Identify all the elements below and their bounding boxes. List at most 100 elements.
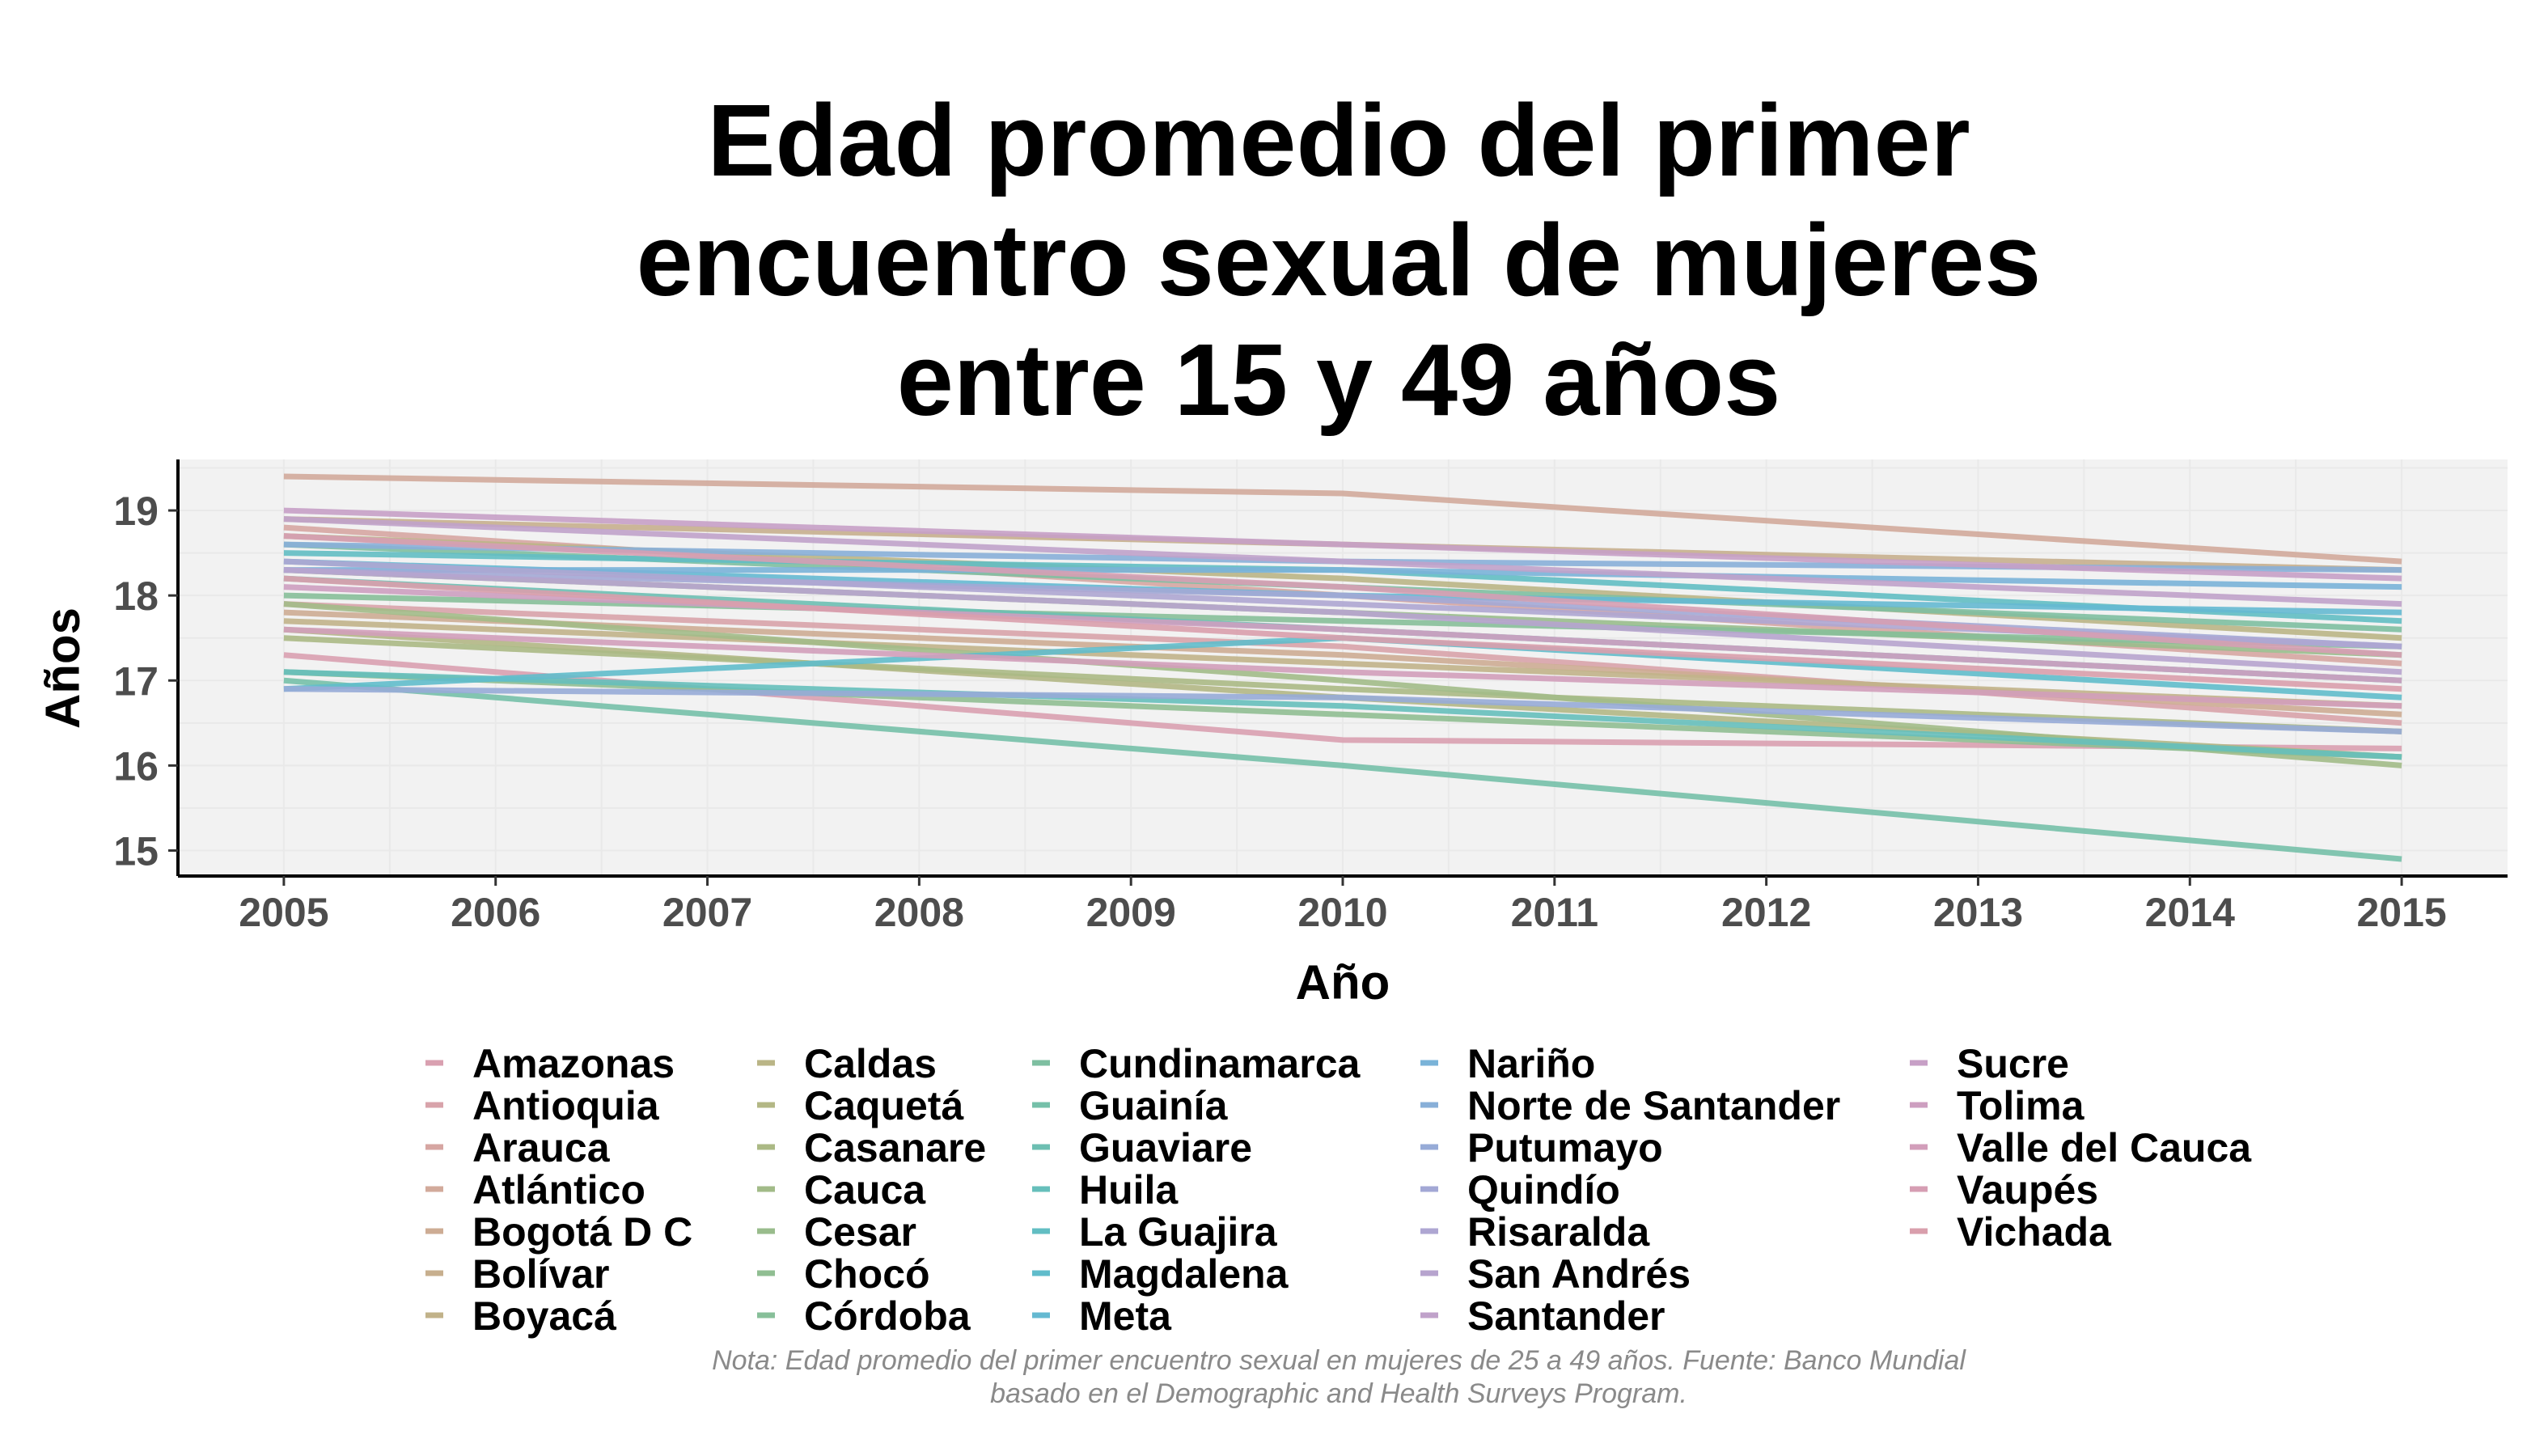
legend-label: Vichada — [1957, 1209, 2112, 1255]
legend-label: Magdalena — [1079, 1251, 1289, 1297]
legend-item: Huila — [1032, 1167, 1179, 1213]
legend-label: Nariño — [1467, 1041, 1595, 1086]
x-tick-label: 2010 — [1297, 890, 1387, 935]
legend-label: Guaviare — [1079, 1125, 1252, 1170]
series-line — [283, 618, 2402, 709]
legend-item: Meta — [1032, 1293, 1172, 1339]
legend-label: Boyacá — [472, 1293, 616, 1339]
legend-label: Arauca — [472, 1125, 611, 1170]
series-line — [283, 567, 2402, 590]
legend-item: Vichada — [1910, 1209, 2112, 1255]
legend-label: Santander — [1467, 1293, 1666, 1339]
legend-item: Norte de Santander — [1420, 1083, 1840, 1128]
legend-item: Bogotá D C — [425, 1209, 692, 1255]
y-tick-label: 16 — [113, 743, 159, 789]
chart-title-line-3: entre 15 y 49 años — [897, 323, 1781, 437]
caption-line-2: basado en el Demographic and Health Surv… — [990, 1378, 1687, 1409]
legend-item: San Andrés — [1420, 1251, 1691, 1297]
series-line — [283, 592, 2402, 650]
y-tick-label: 18 — [113, 574, 159, 619]
legend-label: Guainía — [1079, 1083, 1229, 1128]
x-tick-label: 2014 — [2145, 890, 2235, 935]
y-tick-label: 17 — [113, 658, 159, 704]
legend-item: Guainía — [1032, 1083, 1229, 1128]
legend-label: Risaralda — [1467, 1209, 1650, 1255]
series-line — [283, 575, 2402, 692]
legend-label: Meta — [1079, 1293, 1172, 1339]
legend-item: Caquetá — [757, 1083, 963, 1128]
legend-label: Valle del Cauca — [1957, 1125, 2252, 1170]
series-line — [283, 626, 2402, 709]
legend-item: Boyacá — [425, 1293, 616, 1339]
legend-item: Sucre — [1910, 1041, 2069, 1086]
legend-label: Caquetá — [804, 1083, 963, 1128]
legend-label: Cundinamarca — [1079, 1041, 1361, 1086]
legend-label: Bogotá D C — [472, 1209, 692, 1255]
x-tick-label: 2005 — [239, 890, 328, 935]
x-tick-label: 2006 — [451, 890, 540, 935]
series-line — [283, 507, 2402, 582]
legend-label: Sucre — [1957, 1041, 2069, 1086]
legend-label: Vaupés — [1957, 1167, 2098, 1213]
legend-item: Putumayo — [1420, 1125, 1663, 1170]
legend-item: Nariño — [1420, 1041, 1595, 1086]
legend-label: Casanare — [804, 1125, 986, 1170]
y-tick-label: 15 — [113, 828, 159, 874]
x-axis-title: Año — [1296, 955, 1390, 1009]
legend-item: Bolívar — [425, 1251, 610, 1297]
x-tick-label: 2011 — [1511, 890, 1598, 935]
legend-label: San Andrés — [1467, 1251, 1691, 1297]
y-axis-title: Años — [36, 607, 90, 729]
legend-item: Valle del Cauca — [1910, 1125, 2252, 1170]
legend-label: Cauca — [804, 1167, 926, 1213]
series-line — [283, 635, 2402, 734]
chart-title-line-1: Edad promedio del primer — [707, 83, 1970, 197]
series-line — [283, 473, 2402, 565]
x-tick-label: 2013 — [1933, 890, 2023, 935]
legend-item: Cundinamarca — [1032, 1041, 1361, 1086]
x-tick-label: 2008 — [874, 890, 964, 935]
x-tick-label: 2007 — [662, 890, 752, 935]
legend-label: Bolívar — [472, 1251, 610, 1297]
legend-label: Chocó — [804, 1251, 930, 1297]
chart-title: Edad promedio del primer encuentro sexua… — [637, 83, 2042, 437]
legend-label: Tolima — [1957, 1083, 2085, 1128]
legend-item: Tolima — [1910, 1083, 2085, 1128]
legend-item: La Guajira — [1032, 1209, 1278, 1255]
legend-item: Cesar — [757, 1209, 916, 1255]
legend-item: Arauca — [425, 1125, 611, 1170]
legend-item: Vaupés — [1910, 1167, 2098, 1213]
series-line — [283, 567, 2402, 675]
legend-item: Atlántico — [425, 1167, 645, 1213]
legend-item: Casanare — [757, 1125, 986, 1170]
caption-line-1: Nota: Edad promedio del primer encuentro… — [712, 1345, 1966, 1376]
legend-label: Antioquia — [472, 1083, 660, 1128]
legend-label: Quindío — [1467, 1167, 1620, 1213]
x-tick-label: 2015 — [2356, 890, 2446, 935]
legend-label: Putumayo — [1467, 1125, 1663, 1170]
x-tick-label: 2009 — [1086, 890, 1176, 935]
legend-item: Quindío — [1420, 1167, 1620, 1213]
legend-item: Córdoba — [757, 1293, 971, 1339]
legend-label: Córdoba — [804, 1293, 971, 1339]
series-line — [283, 677, 2402, 862]
series-line — [283, 686, 2402, 734]
legend-item: Cauca — [757, 1167, 926, 1213]
legend-item: Amazonas — [425, 1041, 675, 1086]
legend-label: La Guajira — [1079, 1209, 1278, 1255]
series-line — [283, 669, 2402, 760]
x-tick-label: 2012 — [1721, 890, 1811, 935]
legend-label: Cesar — [804, 1209, 916, 1255]
legend-item: Risaralda — [1420, 1209, 1650, 1255]
chart-title-line-2: encuentro sexual de mujeres — [637, 203, 2042, 317]
y-tick-label: 19 — [113, 489, 159, 534]
series-line — [283, 516, 2402, 607]
series-line — [283, 533, 2402, 658]
legend-item: Guaviare — [1032, 1125, 1252, 1170]
legend-label: Huila — [1079, 1167, 1179, 1213]
legend-item: Chocó — [757, 1251, 930, 1297]
caption: Nota: Edad promedio del primer encuentro… — [712, 1345, 1966, 1409]
legend-label: Amazonas — [472, 1041, 675, 1086]
